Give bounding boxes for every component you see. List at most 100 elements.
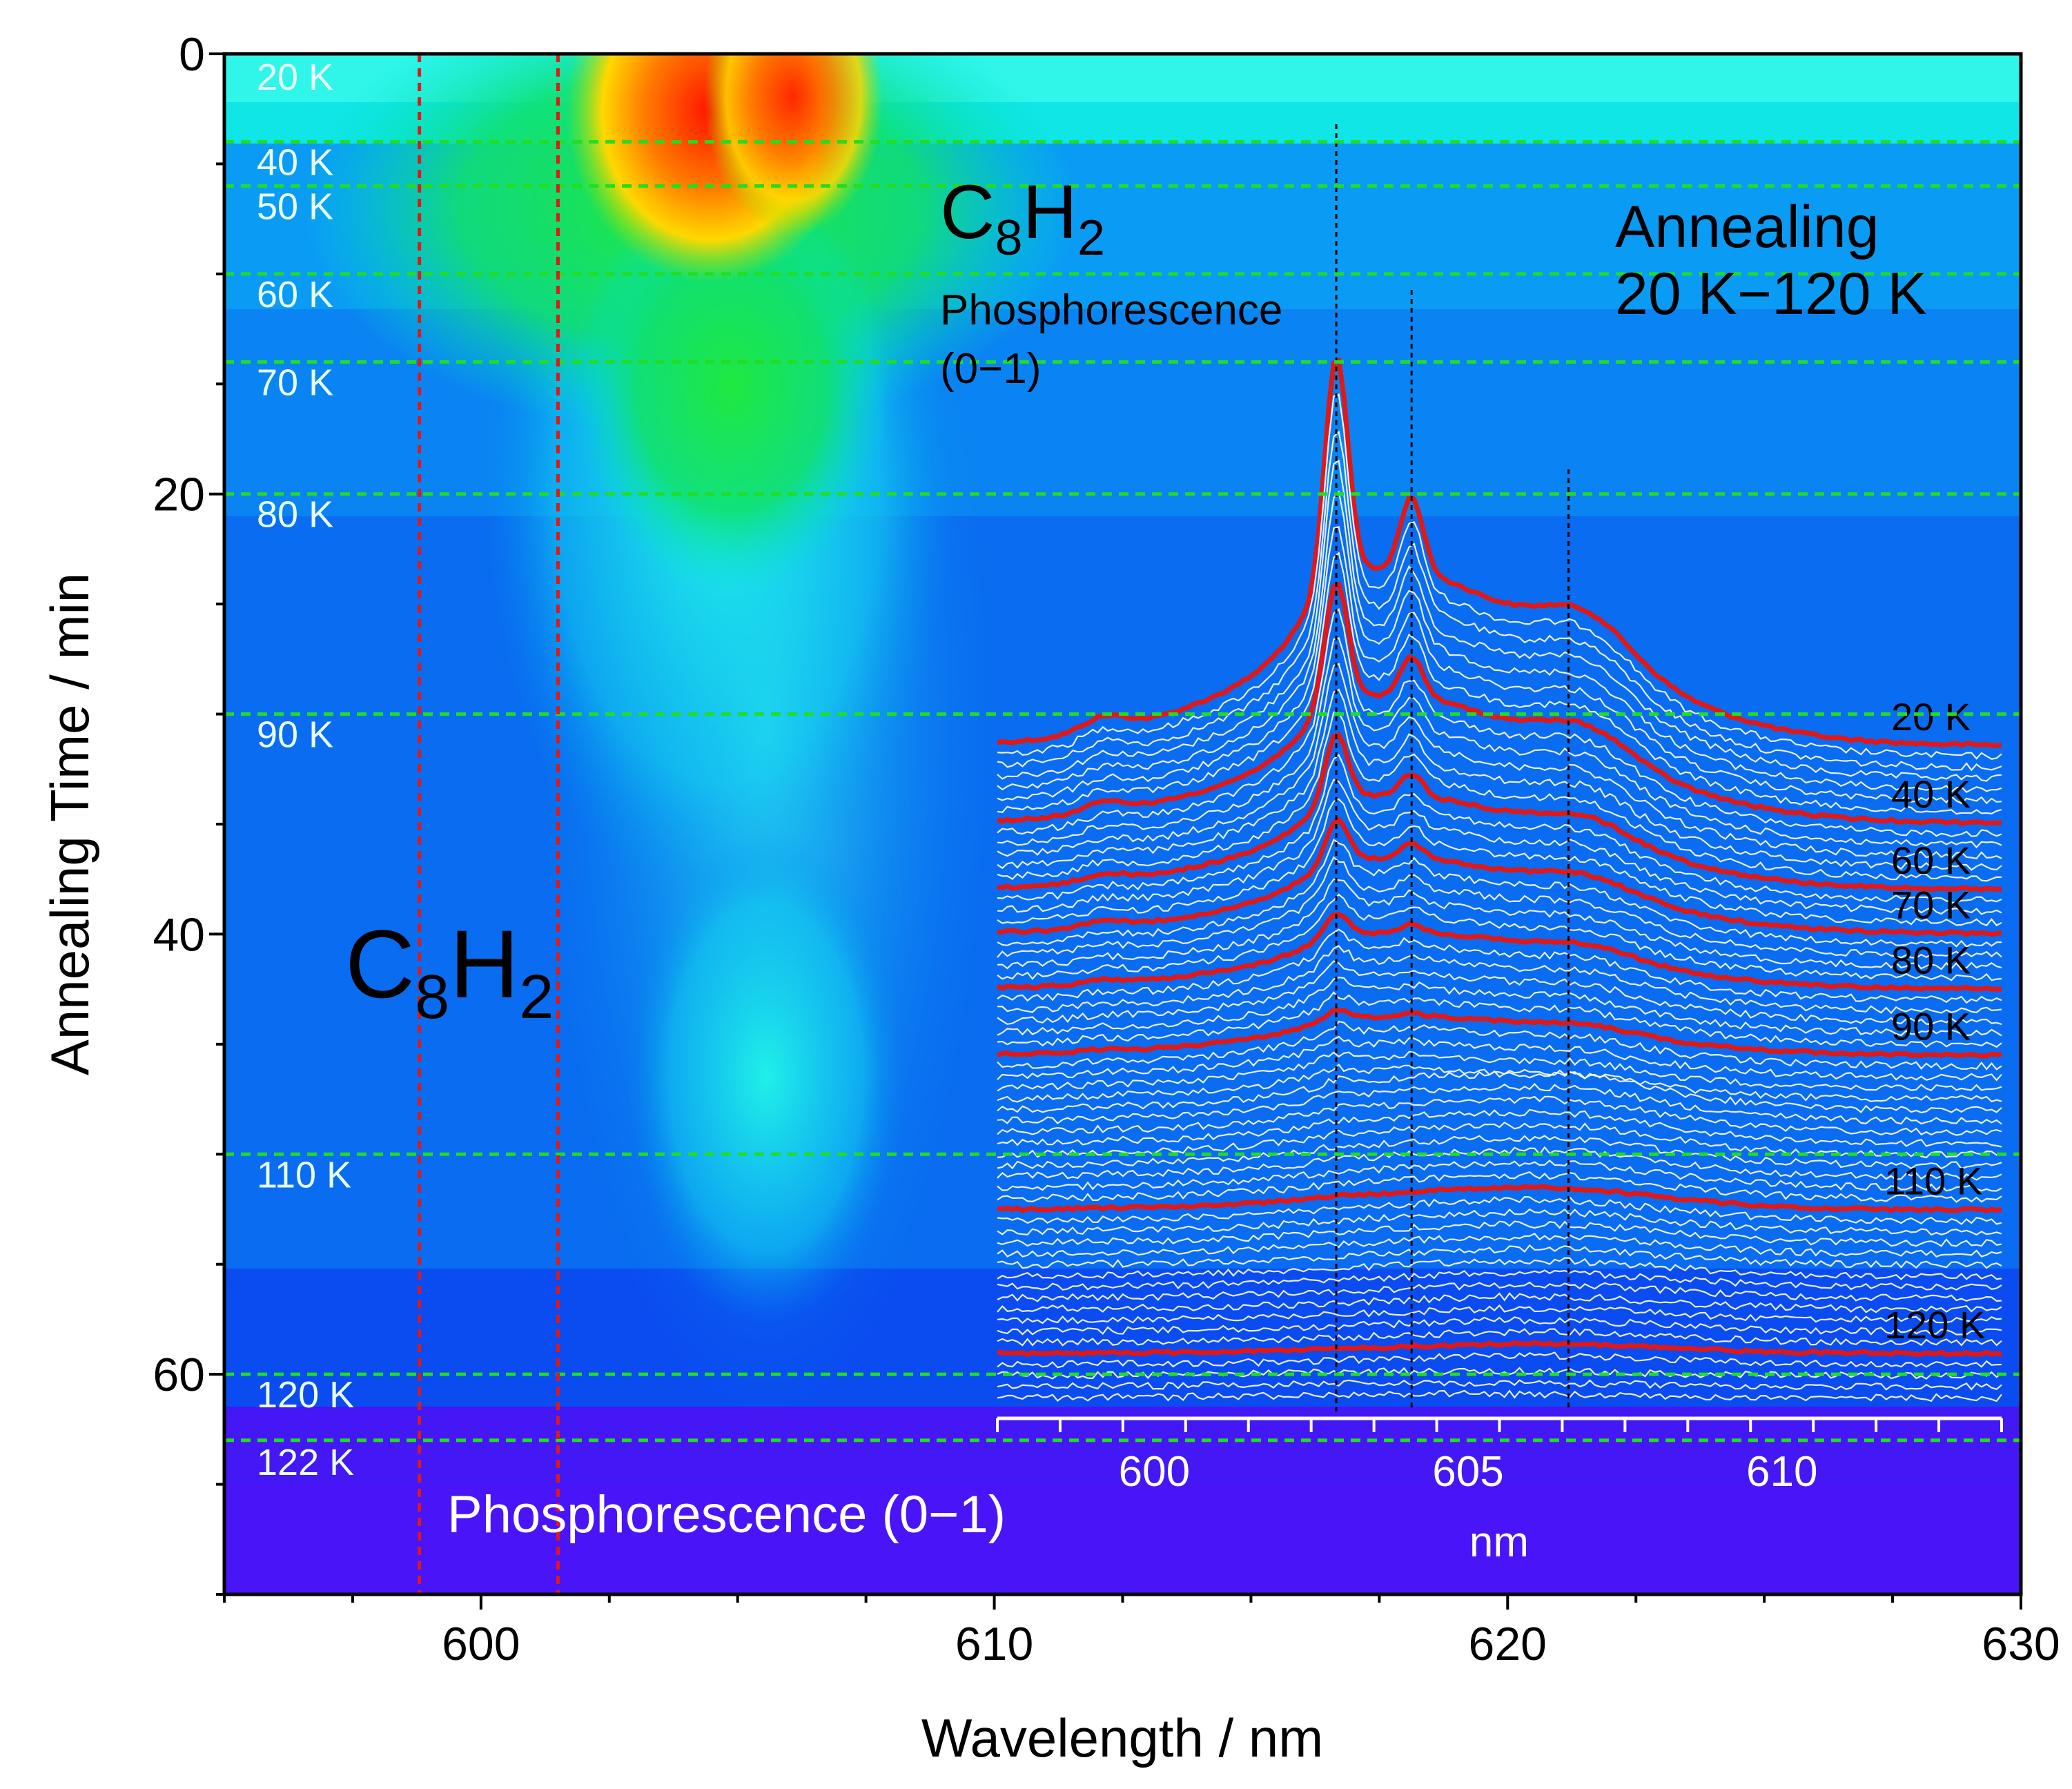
x-tick-label: 620 (1469, 1618, 1547, 1670)
inset-x-axis-label: nm (1469, 1518, 1529, 1566)
spectrum-line (997, 1379, 2002, 1391)
inset-x-axis: 600 605 610 (996, 1416, 2003, 1496)
spectrum-line (997, 1269, 2002, 1291)
spectrum-line (997, 1292, 2002, 1313)
spectrum-line (997, 637, 2002, 849)
x-tick-label: 630 (1982, 1618, 2060, 1670)
spectrum-line (997, 991, 2002, 1048)
spectrum-line (997, 1304, 2002, 1324)
x-axis: 600 610 620 630 (223, 1594, 2060, 1670)
spectrum-line-highlight (997, 732, 2002, 893)
series-label: 120 K (1884, 1303, 1985, 1347)
spectrum-line (997, 1389, 2002, 1402)
top-caption-line-2: (0−1) (940, 345, 1041, 393)
temperature-step-lines (224, 140, 2021, 1443)
inset-tick-label: 605 (1432, 1448, 1503, 1496)
series-label: 110 K (1884, 1160, 1982, 1203)
spectrum-line (997, 1328, 2002, 1347)
spectrum-line (997, 490, 2002, 793)
y-tick-label: 60 (153, 1349, 205, 1401)
temperature-step-label: 90 K (257, 714, 333, 756)
y-tick-label: 40 (153, 908, 205, 961)
spectrum-line (997, 1208, 2002, 1236)
spectrum-line-highlight (997, 357, 2002, 748)
spectrum-line-highlight (996, 912, 2002, 993)
x-tick-label: 600 (442, 1618, 520, 1670)
temperature-step-label: 40 K (257, 142, 333, 184)
temperature-step-label: 120 K (257, 1374, 354, 1416)
spectrum-line (997, 960, 2002, 1026)
top-caption-line-1: Phosphorescence (940, 286, 1282, 334)
spectrum-line (997, 1281, 2002, 1302)
series-label: 70 K (1891, 883, 1971, 926)
spectrum-line (997, 1095, 2002, 1136)
spectrum-line (997, 856, 2002, 959)
spectrum-line-highlight (996, 581, 2002, 826)
spectrum-line (997, 976, 2002, 1037)
spectrum-line (997, 893, 2002, 981)
inset-series-labels: 20 K 40 K 60 K70 K 80 K 90 K 110 K 120 K (1884, 695, 1985, 1347)
spectrum-line (997, 551, 2002, 815)
y-tick-label: 20 (153, 469, 205, 521)
spectrum-line (997, 1108, 2002, 1148)
spectrum-line (997, 1035, 2002, 1082)
spectrum-line (997, 798, 2002, 927)
spectrum-line (997, 1160, 2002, 1192)
temperature-step-label: 80 K (257, 494, 333, 536)
x-tick-label: 610 (955, 1618, 1033, 1670)
spectrum-line (997, 1257, 2002, 1280)
series-label: 90 K (1891, 1004, 1971, 1048)
series-label: 40 K (1891, 772, 1971, 816)
spectrum-line (997, 663, 2002, 860)
marker-lines (418, 54, 560, 1594)
spectrum-line (997, 1020, 2002, 1071)
spectrum-line-highlight (997, 1340, 2002, 1358)
spectrum-line (997, 393, 2002, 760)
annealing-label-1: Annealing (1615, 194, 1879, 260)
spectrum-line (997, 1083, 2002, 1125)
spectrum-line (997, 838, 2002, 948)
spectrum-line (997, 1195, 2002, 1226)
spectrum-line (997, 1063, 2002, 1103)
series-label: 80 K (1891, 938, 1971, 981)
temperature-step-label: 70 K (257, 362, 333, 403)
spectrum-line (997, 525, 2002, 805)
spectrum-line (997, 1233, 2002, 1258)
spectrum-line (997, 878, 2002, 970)
temperature-step-label: 60 K (257, 274, 333, 315)
inset-tick-label: 600 (1119, 1448, 1190, 1496)
temperature-step-label: 110 K (257, 1154, 351, 1195)
spectrum-line (997, 1244, 2002, 1269)
temperature-step-labels: 20 K 40 K50 K 60 K 70 K 80 K 90 K 110 K 120 K 12… (257, 57, 354, 1483)
annealing-label-2: 20 K−120 K (1615, 261, 1927, 327)
temperature-step-label: 50 K (257, 186, 333, 227)
spectrum-line (997, 688, 2002, 871)
spectrum-line (997, 1070, 2002, 1114)
spectrum-line (997, 430, 2002, 772)
spectrum-line (997, 928, 2002, 1004)
spectrum-line-highlight (996, 1007, 2002, 1059)
x-axis-title: Wavelength / nm (921, 1708, 1323, 1768)
temperature-step-label: 20 K (257, 57, 333, 98)
species-label-large: C8H2 (345, 910, 554, 1032)
spectrum-line (997, 1367, 2002, 1380)
spectrum-line (997, 1351, 2002, 1369)
spectrum-line (997, 1316, 2002, 1336)
heatmap (224, 54, 2021, 1594)
y-axis-title: Annealing Time / min (39, 573, 100, 1075)
spectrum-line (997, 754, 2002, 903)
spectrum-line (997, 1121, 2002, 1159)
inset-spectra-lines (996, 357, 2002, 1402)
series-label: 20 K (1891, 695, 1971, 739)
spectrum-line (997, 1171, 2002, 1203)
spectrum-line (997, 945, 2002, 1015)
temperature-step-label: 122 K (257, 1442, 354, 1483)
bottom-caption: Phosphorescence (0−1) (447, 1485, 1006, 1544)
spectrum-line (997, 459, 2002, 782)
spectrum-line-highlight (997, 817, 2002, 937)
spectrum-line (997, 607, 2002, 838)
spectrum-line (997, 1135, 2002, 1170)
y-tick-label: 0 (179, 28, 205, 81)
spectrum-line (997, 1146, 2002, 1181)
